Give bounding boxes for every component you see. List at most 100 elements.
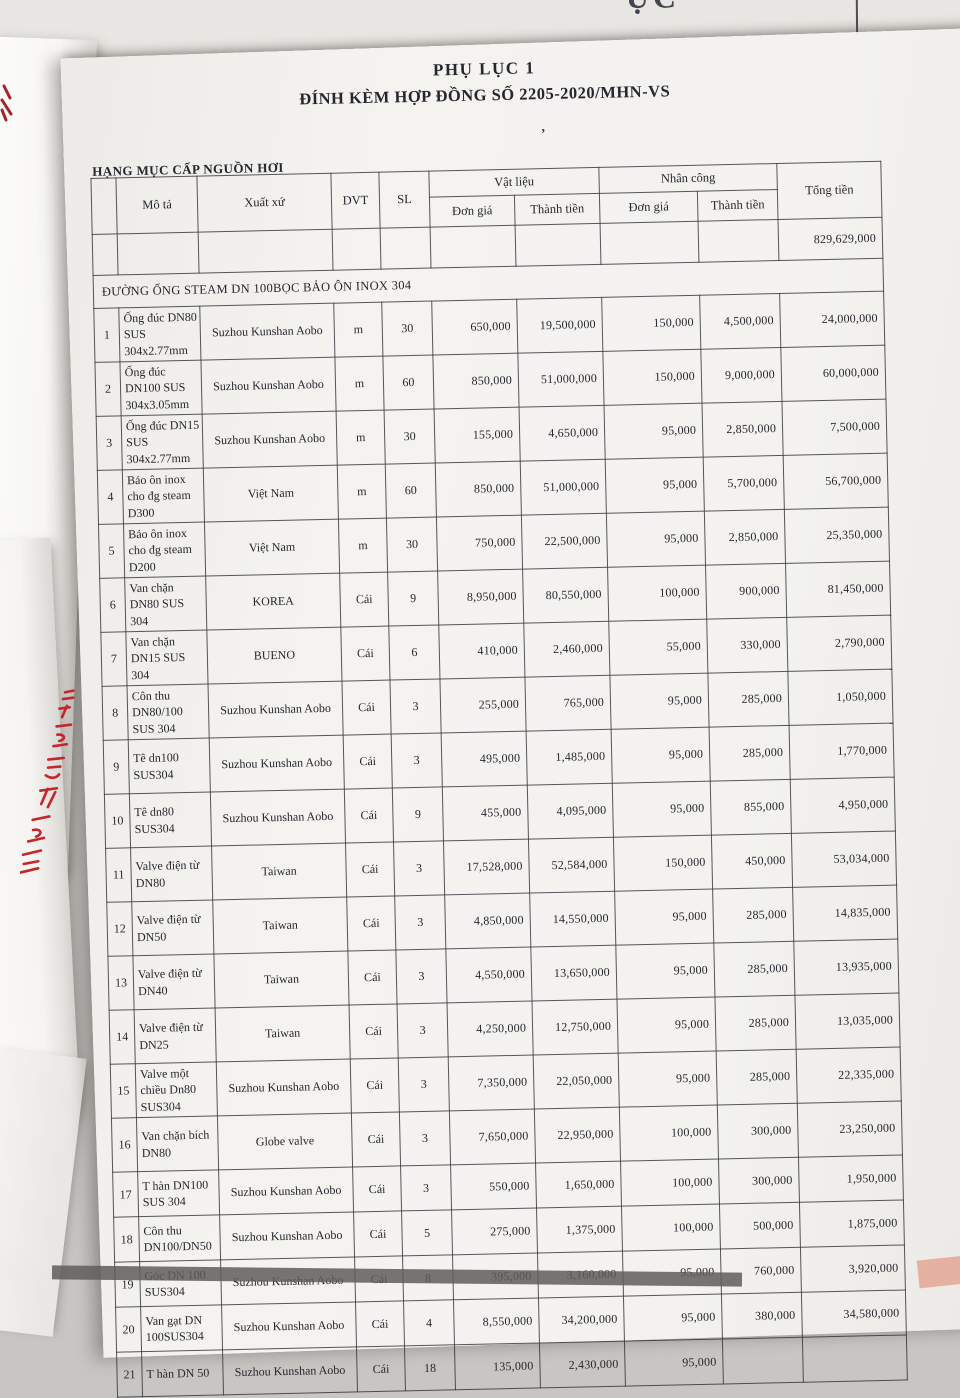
row-grand-total: 81,450,000 [785,561,891,618]
row-quantity: 3 [393,840,445,897]
row-quantity: 30 [386,517,438,573]
cost-table: Mô tả Xuất xứ DVT SL Vật liệu Nhân công … [90,161,908,1398]
row-index: 10 [104,793,131,849]
row-description: Bảo ôn inox cho đg steam D200 [123,522,206,578]
row-unit: m [334,356,385,412]
row-material-unit-price: 7,350,000 [448,1055,535,1111]
row-grand-total: 14,835,000 [792,885,898,942]
row-material-unit-price: 4,550,000 [445,947,533,1003]
row-material-unit-price: 850,000 [432,353,520,410]
row-material-unit-price: 155,000 [434,407,521,464]
row-description: T hàn DN100 SUS 304 [137,1169,220,1217]
row-description: Tê dn80 SUS304 [129,792,212,848]
row-material-unit-price: 410,000 [438,623,525,679]
row-description: Ống đúc DN80 SUS 304x2.77mm [118,306,201,362]
row-material-total: 14,550,000 [529,891,616,948]
row-origin: KOREA [205,573,341,631]
row-material-unit-price: 255,000 [439,677,527,733]
row-material-unit-price: 8,950,000 [437,569,524,625]
row-origin: Suzhou Kunshan Aobo [218,1166,354,1215]
table-body: 829,629,000 ĐƯỜNG ỐNG STEAM DN 100BỌC BẢ… [92,217,908,1398]
row-material-unit-price: 750,000 [436,515,523,571]
row-labor-unit-price: 100,000 [620,1159,720,1207]
row-labor-total: 285,000 [707,671,790,728]
row-unit: Cái [346,896,396,952]
row-material-unit-price: 275,000 [451,1207,538,1255]
row-quantity: 5 [401,1209,453,1256]
row-unit: Cái [356,1345,406,1392]
row-quantity: 18 [404,1344,456,1391]
row-quantity: 30 [384,409,436,465]
row-quantity: 3 [389,678,442,735]
row-labor-unit-price: 150,000 [613,835,713,892]
row-labor-unit-price: 95,000 [623,1293,723,1342]
row-labor-total: 300,000 [718,1157,800,1204]
row-grand-total: 23,250,000 [797,1101,903,1158]
row-material-total: 13,650,000 [530,945,617,1002]
row-index: 14 [109,1009,136,1065]
background-page-text-fragment: ỤC [626,0,681,16]
stray-ink-mark: , [541,120,546,136]
row-material-total: 1,650,000 [535,1161,622,1208]
row-material-unit-price: 4,850,000 [444,893,531,949]
row-description: Valve điện từ DN25 [134,1007,217,1064]
row-material-unit-price: 135,000 [454,1342,541,1390]
row-labor-unit-price: 150,000 [601,295,701,352]
row-unit: m [338,518,388,574]
row-index: 12 [106,901,133,957]
col-header-labor-unit-price: Đơn giá [599,191,699,224]
row-material-total: 51,000,000 [517,351,605,408]
row-material-total: 52,584,000 [528,837,615,894]
row-labor-unit-price: 95,000 [606,511,706,568]
row-description: Ống đúc DN15 SUS 304x2.77mm [121,414,204,470]
row-labor-total: 4,500,000 [699,293,781,350]
col-header-stt [90,177,118,235]
row-origin: Globe valve [217,1113,353,1170]
row-description: Bảo ôn inox cho đg steam D300 [122,468,205,524]
row-quantity: 3 [391,732,443,789]
row-origin: Suzhou Kunshan Aobo [199,303,335,361]
row-labor-total [722,1337,804,1384]
col-header-material-unit-price: Đơn giá [429,195,516,228]
row-grand-total: 60,000,000 [780,345,886,402]
row-grand-total: 53,034,000 [791,831,897,888]
row-index: 3 [96,415,123,471]
row-unit: Cái [352,1165,402,1212]
row-material-unit-price: 455,000 [442,785,529,841]
row-quantity: 6 [388,624,440,681]
row-index: 15 [110,1063,137,1119]
row-index: 21 [116,1351,143,1398]
row-index: 9 [103,739,130,795]
row-origin: Suzhou Kunshan Aobo [210,789,346,846]
row-origin: Việt Nam [204,519,340,577]
row-origin: Suzhou Kunshan Aobo [208,681,344,739]
row-unit: Cái [343,734,393,790]
row-labor-total: 760,000 [720,1247,802,1294]
row-index: 2 [94,361,122,417]
col-header-unit: DVT [330,172,381,230]
row-description: Valve điện từ DN80 [130,845,213,902]
row-quantity: 3 [400,1164,452,1211]
row-labor-unit-price: 150,000 [602,349,703,406]
row-index: 13 [107,955,135,1011]
row-origin: Suzhou Kunshan Aobo [202,411,338,469]
row-grand-total: 56,700,000 [783,453,889,510]
row-origin: Taiwan [212,897,348,954]
row-grand-total: 1,875,000 [799,1199,905,1248]
row-labor-unit-price: 95,000 [604,403,704,460]
row-index: 5 [98,523,125,579]
row-quantity: 9 [387,570,439,627]
row-labor-total: 855,000 [710,779,792,836]
row-labor-total: 300,000 [717,1103,799,1160]
row-index: 16 [111,1117,138,1173]
row-quantity: 9 [392,786,444,843]
row-labor-total: 285,000 [709,725,791,782]
red-ink-handwriting-annotation [20,689,75,874]
row-material-unit-price: 850,000 [435,461,522,518]
row-unit: m [333,302,383,358]
row-quantity: 60 [382,355,435,411]
row-labor-total: 285,000 [712,887,794,944]
row-material-total: 19,500,000 [516,297,603,354]
row-unit: m [337,464,387,520]
col-group-labor: Nhân công [598,163,778,194]
